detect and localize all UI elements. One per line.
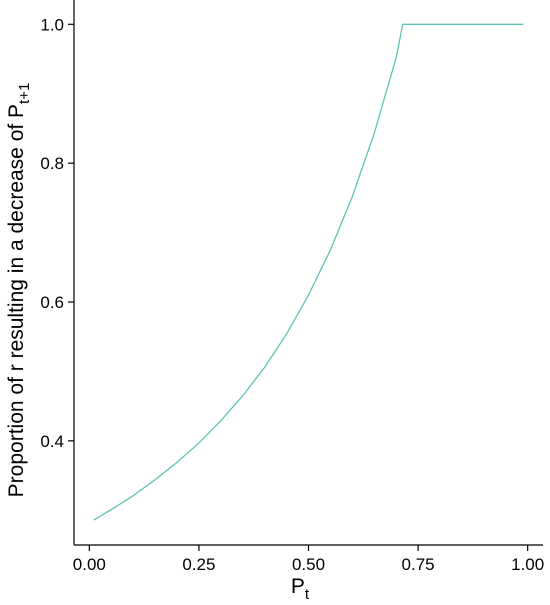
y-tick-label: 0.6 [40,293,64,312]
series-line [93,23,524,521]
y-axis-ticks: 0.4 0.6 0.8 1.0 [40,15,74,451]
plot-area [93,23,524,521]
x-tick-label: 0.25 [182,555,215,574]
y-tick-label: 0.8 [40,154,64,173]
x-tick-label: 0.00 [73,555,106,574]
x-axis-ticks: 0.00 0.25 0.50 0.75 1.00 [73,545,544,574]
y-tick-label: 1.0 [40,15,64,34]
y-axis-title: Proportion of r resulting in a decrease … [5,83,33,498]
x-tick-label: 1.00 [511,555,544,574]
x-tick-label: 0.75 [402,555,435,574]
y-tick-label: 0.4 [40,432,64,451]
x-axis-title: Pt [291,575,310,603]
x-tick-label: 0.50 [292,555,325,574]
